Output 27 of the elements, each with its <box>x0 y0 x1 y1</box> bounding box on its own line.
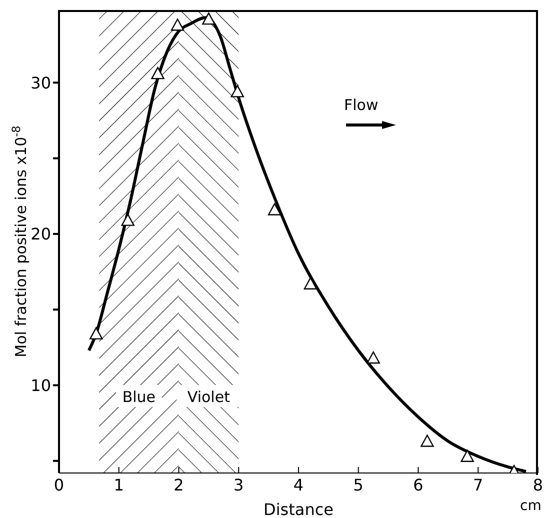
point <box>366 351 380 364</box>
x-tick-label: 7 <box>473 475 484 494</box>
point <box>151 66 164 80</box>
x-axis-title: Distance <box>264 500 334 518</box>
text: cm <box>520 498 542 514</box>
band-label: Violet <box>187 388 230 406</box>
point <box>121 214 134 226</box>
x-tick-label: 8 <box>532 475 544 494</box>
point <box>230 85 244 98</box>
annotation: Flow <box>344 96 378 114</box>
x-tick-label: 0 <box>54 475 64 494</box>
point <box>202 12 216 25</box>
x-tick-label: 4 <box>293 475 304 494</box>
x-tick-label: 3 <box>234 475 244 494</box>
point <box>90 327 103 340</box>
point <box>170 18 184 31</box>
point <box>420 434 434 447</box>
y-tick-label: 10 <box>30 376 51 395</box>
x-tick-label: 1 <box>114 475 124 494</box>
y-tick-label: 30 <box>30 73 51 92</box>
point <box>268 203 282 216</box>
band-label: Blue <box>122 388 156 406</box>
x-tick-label: 5 <box>353 475 364 494</box>
y-tick-label: 20 <box>30 224 51 244</box>
x-tick-label: 2 <box>174 475 184 494</box>
x-tick-label: 6 <box>413 475 424 494</box>
point <box>460 450 474 462</box>
